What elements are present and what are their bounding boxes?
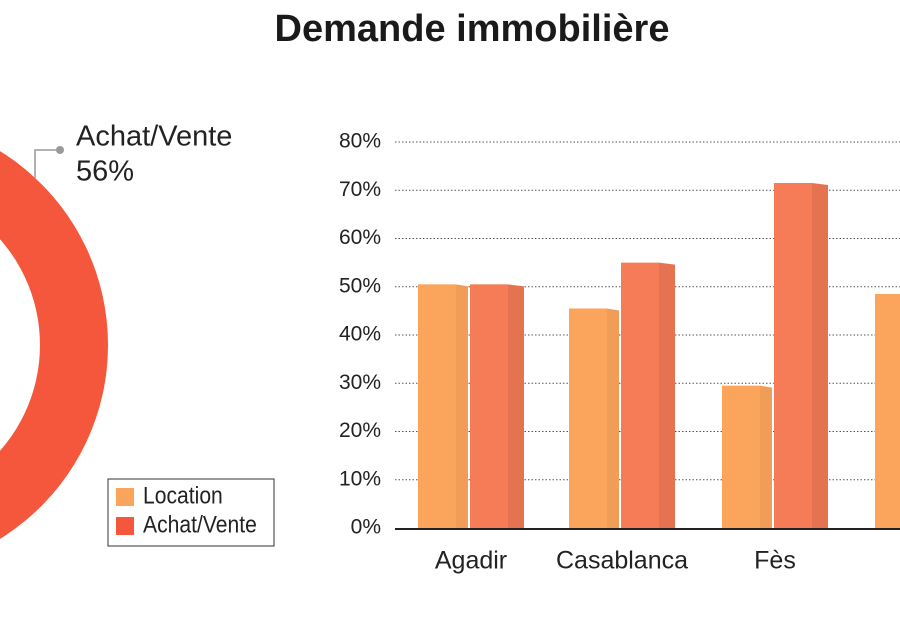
bar [569,308,619,528]
x-tick-label: Casablanca [556,547,688,575]
legend-label: Achat/Vente [143,511,257,538]
bar-front [569,308,607,528]
bar [621,262,675,528]
bar [774,183,828,528]
legend-swatch [116,488,134,506]
title: Demande immobilière [275,8,670,50]
bar-front [875,293,900,528]
bar [875,293,900,528]
leader-dot [56,146,64,154]
y-tick-label: 50% [339,274,381,297]
bar-side [607,308,619,528]
bar [470,284,524,528]
y-tick-label: 10% [339,467,381,490]
y-tick-label: 70% [339,178,381,201]
bar-side [659,262,675,528]
bar-front [774,183,812,528]
bar-front [621,262,659,528]
bar [722,385,772,528]
y-tick-label: 20% [339,419,381,442]
y-tick-label: 40% [339,323,381,346]
legend-label: Location [143,482,223,509]
bar-front [470,284,508,528]
y-tick-label: 80% [339,130,381,153]
x-tick-label: Agadir [435,547,507,575]
bar-side [760,385,772,528]
bar-side [508,284,524,528]
x-tick-label: Fès [754,547,796,575]
y-tick-label: 30% [339,371,381,394]
bar-front [418,284,456,528]
y-tick-label: 0% [351,516,381,539]
bar-side [812,183,828,528]
leader-line [34,149,60,178]
donut-slice [0,151,109,539]
slice-label: Achat/Vente [76,121,232,153]
bar [418,284,468,528]
bar-front [722,385,760,528]
bar-side [456,284,468,528]
slice-value-label: 56% [76,156,134,188]
legend-box [107,478,275,547]
legend-swatch [116,517,134,535]
y-tick-label: 60% [339,226,381,249]
